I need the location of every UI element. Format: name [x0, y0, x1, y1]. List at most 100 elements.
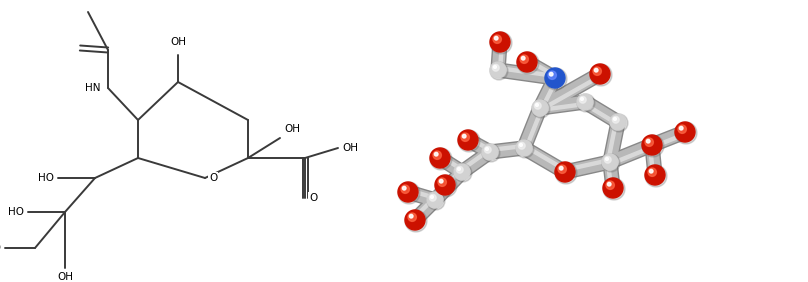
Circle shape — [458, 130, 480, 152]
Circle shape — [603, 178, 623, 198]
Circle shape — [435, 175, 457, 197]
Circle shape — [490, 32, 512, 54]
Circle shape — [605, 158, 608, 160]
Text: O: O — [309, 193, 318, 203]
Text: OH: OH — [284, 124, 300, 134]
Circle shape — [517, 52, 537, 72]
Circle shape — [595, 69, 598, 72]
Circle shape — [532, 100, 550, 118]
Text: HO: HO — [8, 207, 24, 217]
Circle shape — [482, 144, 500, 162]
Circle shape — [430, 148, 452, 170]
Circle shape — [519, 142, 525, 149]
Circle shape — [558, 165, 566, 173]
Circle shape — [577, 94, 595, 112]
Circle shape — [462, 135, 466, 138]
Circle shape — [405, 210, 427, 232]
Text: HO: HO — [38, 173, 54, 183]
Circle shape — [545, 68, 567, 90]
Circle shape — [534, 102, 541, 109]
Circle shape — [454, 164, 470, 180]
Circle shape — [494, 36, 498, 40]
Circle shape — [398, 182, 418, 202]
Circle shape — [405, 210, 425, 230]
Circle shape — [438, 178, 446, 186]
Circle shape — [490, 62, 506, 78]
Circle shape — [680, 126, 683, 130]
Circle shape — [645, 138, 654, 146]
Circle shape — [494, 65, 496, 69]
Circle shape — [492, 64, 499, 71]
Circle shape — [580, 98, 583, 100]
Circle shape — [606, 181, 614, 190]
Circle shape — [602, 154, 618, 170]
Circle shape — [555, 162, 575, 182]
Text: HN: HN — [85, 83, 100, 93]
Circle shape — [559, 166, 563, 170]
Circle shape — [602, 154, 620, 172]
Circle shape — [490, 32, 510, 52]
Circle shape — [402, 186, 406, 190]
Circle shape — [593, 67, 601, 75]
Circle shape — [610, 114, 628, 132]
Text: OH: OH — [170, 37, 186, 47]
Circle shape — [650, 169, 653, 173]
Circle shape — [433, 151, 441, 159]
Circle shape — [555, 162, 577, 184]
Circle shape — [545, 68, 565, 88]
Circle shape — [486, 147, 488, 150]
Circle shape — [610, 114, 626, 130]
Circle shape — [548, 71, 557, 80]
Circle shape — [435, 175, 455, 195]
Circle shape — [608, 182, 611, 186]
Circle shape — [516, 140, 534, 158]
Circle shape — [516, 140, 532, 156]
Circle shape — [461, 133, 469, 141]
Text: HO: HO — [0, 243, 1, 253]
Circle shape — [493, 35, 502, 43]
Circle shape — [482, 144, 498, 160]
Text: OH: OH — [57, 272, 73, 282]
Circle shape — [645, 165, 665, 185]
Circle shape — [410, 214, 413, 218]
Circle shape — [427, 192, 445, 210]
Circle shape — [646, 139, 650, 143]
Circle shape — [485, 146, 491, 153]
Circle shape — [429, 194, 436, 201]
Text: O: O — [209, 173, 217, 183]
Circle shape — [678, 125, 687, 133]
Circle shape — [612, 116, 619, 123]
Circle shape — [457, 168, 461, 170]
Circle shape — [408, 213, 416, 221]
Circle shape — [675, 122, 695, 142]
Circle shape — [532, 100, 548, 116]
Circle shape — [579, 96, 586, 103]
Circle shape — [457, 166, 463, 173]
Circle shape — [521, 56, 525, 60]
Circle shape — [517, 52, 539, 74]
Circle shape — [430, 148, 450, 168]
Circle shape — [675, 122, 697, 144]
Circle shape — [590, 64, 612, 86]
Circle shape — [520, 144, 523, 146]
Circle shape — [490, 62, 508, 80]
Circle shape — [435, 152, 438, 156]
Circle shape — [398, 182, 420, 204]
Circle shape — [577, 94, 593, 110]
Circle shape — [648, 168, 656, 177]
Circle shape — [458, 130, 478, 150]
Circle shape — [401, 185, 410, 193]
Text: OH: OH — [342, 143, 358, 153]
Circle shape — [549, 72, 553, 76]
Circle shape — [645, 165, 667, 187]
Circle shape — [454, 164, 472, 182]
Circle shape — [431, 195, 433, 199]
Circle shape — [590, 64, 610, 84]
Circle shape — [604, 157, 611, 163]
Circle shape — [536, 103, 538, 106]
Circle shape — [642, 135, 662, 155]
Circle shape — [520, 55, 528, 63]
Circle shape — [603, 178, 625, 200]
Circle shape — [613, 118, 617, 120]
Circle shape — [427, 192, 443, 208]
